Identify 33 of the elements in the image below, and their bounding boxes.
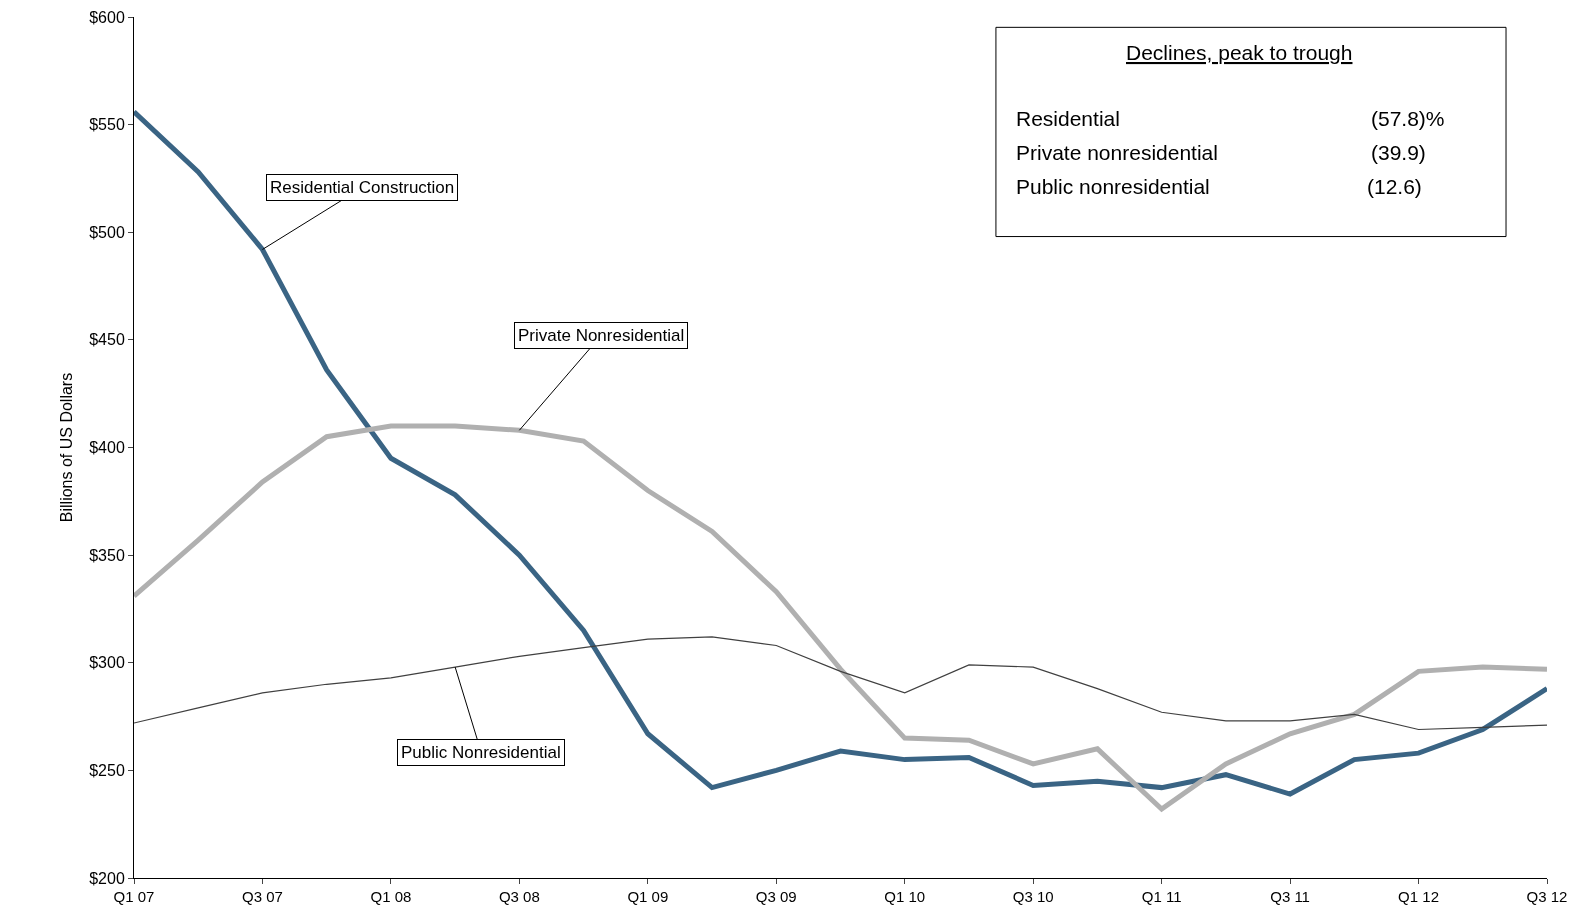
- x-tick-label: Q1 12: [1398, 888, 1439, 905]
- y-tick-label: $500: [89, 223, 125, 241]
- annotation: (12.6): [1367, 175, 1422, 198]
- x-tick-label: Q1 08: [370, 888, 412, 905]
- y-tick-label: $200: [89, 869, 125, 887]
- y-axis-title: Billions of US Dollars: [58, 372, 76, 523]
- line-series: [134, 636, 1547, 731]
- y-tick-label: $300: [89, 654, 125, 672]
- text: Private Nonresidential: [518, 326, 685, 345]
- x-tick-label: Q1 07: [113, 888, 155, 905]
- text: Public Nonresidential: [401, 743, 561, 762]
- x-tick-label: Q3 12: [1526, 888, 1568, 905]
- annotation: (57.8)%: [1371, 107, 1445, 130]
- y-tick-label: $450: [89, 331, 125, 349]
- x-tick-label: Q1 10: [884, 888, 926, 905]
- annotation: Public nonresidential: [1016, 175, 1210, 198]
- x-tick-label: Q1 11: [1141, 888, 1182, 905]
- text: Residential Construction: [270, 178, 455, 197]
- annotation: Private nonresidential: [1016, 141, 1218, 164]
- annotation: Residential: [1016, 107, 1120, 130]
- x-tick-label: Q3 07: [242, 888, 283, 905]
- y-tick-label: $600: [89, 8, 125, 26]
- y-tick-label: $550: [89, 116, 125, 134]
- x-tick-label: Q1 09: [627, 888, 669, 905]
- annotation: Declines, peak to trough: [1126, 41, 1353, 64]
- x-tick-label: Q3 10: [1012, 888, 1054, 905]
- y-tick-label: $400: [89, 439, 125, 457]
- x-tick-label: Q3 09: [755, 888, 797, 905]
- x-tick-label: Q3 08: [498, 888, 540, 905]
- annotation: (39.9): [1371, 141, 1426, 164]
- x-tick-label: Q3 11: [1270, 888, 1310, 905]
- y-tick-label: $250: [89, 761, 125, 779]
- y-tick-label: $350: [89, 546, 125, 564]
